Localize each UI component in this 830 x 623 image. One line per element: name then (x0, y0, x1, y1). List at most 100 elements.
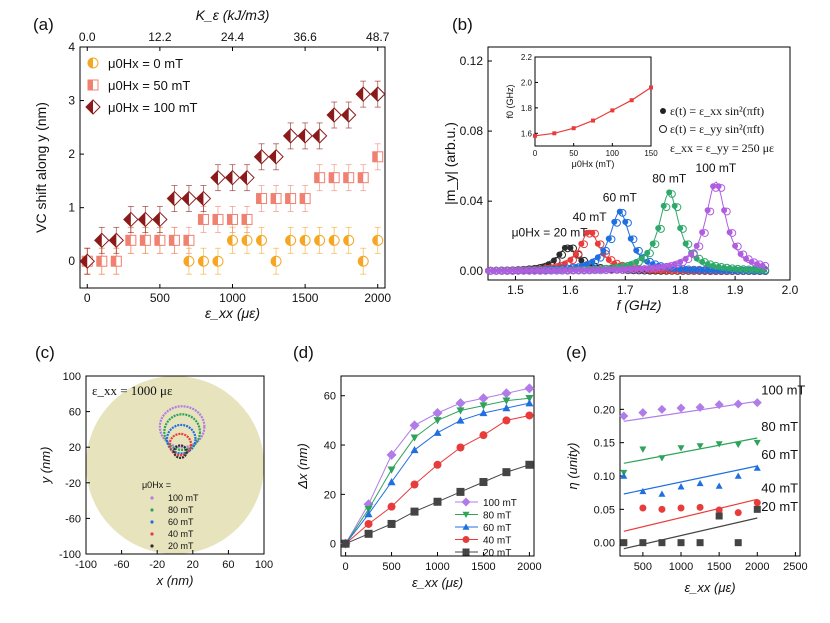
a-point-2-half (225, 170, 233, 185)
b-point-filled (550, 257, 557, 264)
b-point-filled (638, 265, 645, 272)
a-top-tick-label: 36.6 (293, 30, 317, 44)
e-point-1 (639, 446, 647, 453)
b-point-open (635, 246, 643, 255)
a-point-2-half (196, 191, 204, 206)
b-point-filled (699, 229, 706, 236)
d-point-1 (433, 417, 442, 425)
d-legend-marker (462, 536, 470, 543)
b-point-filled (655, 264, 662, 271)
e-series-label: 60 mT (761, 447, 798, 462)
b-point-filled (528, 267, 535, 274)
b-point-open (673, 203, 682, 212)
a-point-1-half (154, 235, 160, 246)
d-point-2 (387, 478, 396, 486)
a-point-1-half (183, 235, 189, 246)
b-y-tick-label: 0.08 (460, 124, 484, 138)
e-point-1 (753, 439, 761, 447)
plot-frame-b (487, 46, 791, 281)
e-point-3 (696, 503, 704, 511)
b-point-open (629, 235, 638, 244)
a-point-1-half (111, 256, 117, 267)
d-point-2 (364, 510, 373, 518)
d-point-1 (387, 466, 396, 474)
e-point-2 (639, 487, 647, 495)
a-point-0-half (227, 235, 233, 246)
e-point-4 (753, 505, 761, 513)
b-x-tick-label: 1.7 (617, 283, 634, 297)
d-x-tick-label: 500 (382, 561, 400, 573)
a-point-1-half (285, 193, 291, 204)
d-point-0 (409, 420, 420, 431)
panel-label-e: (e) (566, 343, 587, 362)
a-point-0-half (314, 235, 320, 246)
a-point-1-half (329, 172, 335, 183)
a-point-0-half (358, 256, 364, 267)
b-point-filled (699, 266, 706, 273)
b-legend-open: ε(t) = ε_yy sin²(πft) (670, 122, 764, 136)
b-point-filled (677, 225, 684, 232)
a-point-2-half (210, 170, 218, 185)
a-point-2-half (298, 128, 306, 143)
e-point-1 (696, 443, 704, 450)
d-legend-label: 80 mT (483, 511, 511, 522)
b-point-filled (589, 267, 596, 274)
e-point-4 (677, 539, 685, 547)
d-y-axis-label: Δx (nm) (295, 443, 310, 490)
b-point-filled (633, 266, 640, 273)
c-orbit-4 (173, 444, 188, 459)
b-point-filled (550, 267, 557, 274)
a-point-2-half (240, 170, 248, 185)
b-legend-equation: ε_xx = ε_yy = 250 με (670, 141, 774, 155)
d-legend-marker (462, 511, 470, 518)
b-point-filled (638, 255, 645, 262)
b-point-filled (655, 225, 662, 232)
d-point-4 (364, 529, 373, 538)
b-point-filled (693, 255, 700, 262)
b-x-tick-label: 1.6 (562, 283, 579, 297)
b-point-open (679, 225, 687, 233)
b-point-filled (567, 267, 574, 274)
d-y-tick-label: 40 (324, 440, 336, 452)
b-point-filled (594, 254, 601, 261)
c-y-axis-label: y (nm) (38, 447, 53, 485)
c-x-tick-label: 100 (255, 559, 273, 571)
d-x-tick-label: 1000 (425, 561, 449, 573)
a-legend-marker-1-half (88, 80, 93, 90)
e-point-0 (752, 398, 762, 408)
b-point-filled (490, 267, 497, 274)
a-point-2-half (181, 191, 189, 206)
b-point-open (569, 256, 578, 264)
b-point-filled (704, 261, 711, 268)
a-legend-marker-0-half (88, 58, 93, 68)
d-legend-label: 60 mT (483, 523, 511, 534)
b-point-filled (600, 247, 607, 254)
b-point-open (657, 225, 665, 233)
b-point-filled (633, 247, 640, 254)
b-point-open (574, 250, 583, 258)
d-point-2 (456, 416, 465, 424)
a-point-1-half (198, 214, 204, 225)
e-point-4 (696, 539, 704, 547)
b-point-open (690, 250, 698, 259)
b-inset-point (591, 118, 595, 123)
e-x-tick-label: 1000 (669, 561, 693, 573)
b-point-open (706, 207, 715, 216)
e-y-tick-label: 0.25 (594, 371, 615, 383)
d-point-2 (525, 399, 534, 407)
b-point-filled (589, 229, 596, 236)
b-inset-point (610, 108, 615, 113)
a-top-tick-label: 12.2 (148, 30, 172, 44)
b-point-open (607, 235, 616, 244)
b-point-filled (578, 257, 585, 264)
a-y-tick-label: 1 (68, 201, 75, 215)
b-point-filled (710, 262, 717, 269)
a-legend-marker-2-half (86, 100, 93, 114)
c-legend-marker (150, 544, 154, 548)
b-x-tick-label: 2.0 (782, 283, 799, 297)
c-legend-label: 40 mT (168, 529, 194, 539)
a-point-2-half (312, 128, 320, 143)
e-point-0 (676, 403, 686, 413)
b-point-filled (611, 266, 618, 273)
